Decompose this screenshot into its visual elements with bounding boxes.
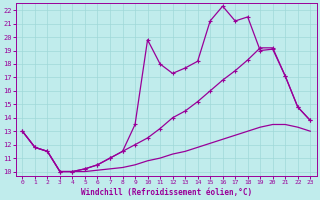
X-axis label: Windchill (Refroidissement éolien,°C): Windchill (Refroidissement éolien,°C) (81, 188, 252, 197)
